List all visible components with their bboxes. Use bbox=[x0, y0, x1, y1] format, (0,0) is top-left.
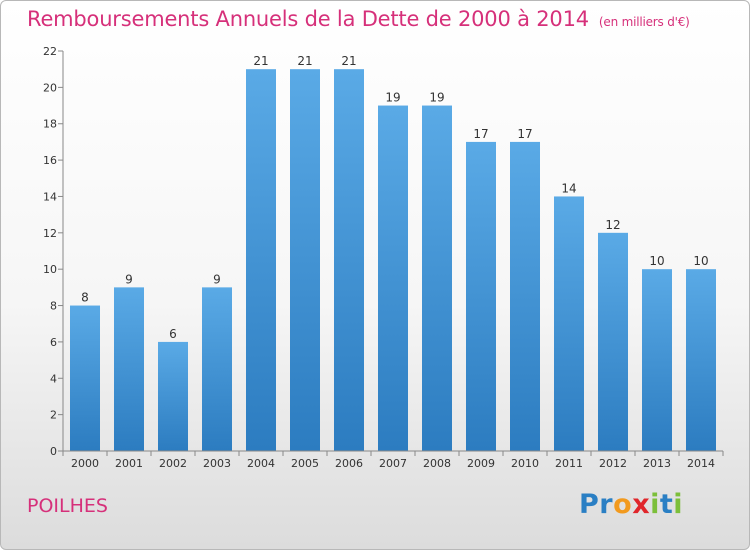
bar-value-label: 17 bbox=[517, 127, 532, 141]
x-tick-label: 2005 bbox=[291, 457, 319, 470]
bar-2014 bbox=[686, 269, 716, 451]
logo-letter: t bbox=[659, 489, 674, 520]
bar-2004 bbox=[246, 69, 276, 451]
x-tick-label: 2012 bbox=[599, 457, 627, 470]
x-tick-label: 2003 bbox=[203, 457, 231, 470]
bar-value-label: 21 bbox=[253, 54, 268, 68]
x-tick-label: 2007 bbox=[379, 457, 407, 470]
bar-2002 bbox=[158, 341, 188, 451]
bar-2008 bbox=[422, 105, 452, 451]
logo-letter: x bbox=[632, 489, 651, 520]
y-tick-label: 4 bbox=[50, 372, 57, 385]
bar-value-label: 10 bbox=[649, 254, 664, 268]
bar-value-label: 14 bbox=[561, 181, 576, 195]
x-tick-label: 2010 bbox=[511, 457, 539, 470]
bar-value-label: 6 bbox=[169, 327, 177, 341]
chart-title: Remboursements Annuels de la Dette de 20… bbox=[27, 7, 690, 31]
bar-2000 bbox=[70, 305, 100, 451]
bar-2010 bbox=[510, 141, 540, 451]
bar-value-label: 17 bbox=[473, 127, 488, 141]
bar-2013 bbox=[642, 269, 672, 451]
x-axis: 2000 2001 2002 2003 2004 2005 2006 2007 2008 2009… bbox=[62, 450, 724, 470]
bar-2007 bbox=[378, 105, 408, 451]
bar-2001 bbox=[114, 287, 144, 451]
y-tick-label: 6 bbox=[50, 336, 57, 349]
proxiti-logo: Proxiti bbox=[579, 489, 683, 520]
y-tick-label: 14 bbox=[43, 190, 57, 203]
bar-2011 bbox=[554, 196, 584, 451]
logo-letter: i bbox=[650, 489, 660, 520]
x-tick-label: 2006 bbox=[335, 457, 363, 470]
chart-unit-note: (en milliers d'€) bbox=[598, 15, 690, 29]
y-tick-label: 20 bbox=[43, 81, 57, 94]
x-tick-label: 2014 bbox=[687, 457, 715, 470]
logo-letter: o bbox=[613, 489, 633, 520]
y-tick-label: 16 bbox=[43, 154, 57, 167]
y-tick-label: 2 bbox=[50, 409, 57, 422]
bar-2005 bbox=[290, 69, 320, 451]
x-tick-label: 2000 bbox=[71, 457, 99, 470]
bar-2012 bbox=[598, 232, 628, 451]
bar-value-label: 12 bbox=[605, 218, 620, 232]
bar-value-label: 10 bbox=[693, 254, 708, 268]
bar-value-label: 19 bbox=[429, 91, 444, 105]
y-tick-label: 12 bbox=[43, 227, 57, 240]
x-tick-label: 2004 bbox=[247, 457, 275, 470]
x-tick-label: 2008 bbox=[423, 457, 451, 470]
y-tick-label: 10 bbox=[43, 263, 57, 276]
logo-letter: i bbox=[673, 489, 684, 520]
bars: 8 9 6 9 21 21 21 19 19 17 17 14 12 10 10 bbox=[70, 54, 716, 451]
bar-2006 bbox=[334, 69, 364, 451]
bar-2009 bbox=[466, 141, 496, 451]
x-tick-label: 2001 bbox=[115, 457, 143, 470]
bar-value-label: 21 bbox=[341, 54, 356, 68]
bar-value-label: 19 bbox=[385, 91, 400, 105]
bar-value-label: 8 bbox=[81, 291, 89, 305]
commune-name: POILHES bbox=[27, 495, 108, 517]
bar-2003 bbox=[202, 287, 232, 451]
x-tick-label: 2002 bbox=[159, 457, 187, 470]
y-tick-label: 18 bbox=[43, 118, 57, 131]
y-axis: 0 2 4 6 8 10 12 14 16 18 20 22 bbox=[43, 45, 64, 458]
x-tick-label: 2013 bbox=[643, 457, 671, 470]
logo-letter: r bbox=[599, 489, 614, 520]
x-tick-label: 2009 bbox=[467, 457, 495, 470]
bar-value-label: 21 bbox=[297, 54, 312, 68]
y-tick-label: 0 bbox=[50, 445, 57, 458]
x-tick-label: 2011 bbox=[555, 457, 583, 470]
chart-title-text: Remboursements Annuels de la Dette de 20… bbox=[27, 7, 589, 31]
bar-value-label: 9 bbox=[125, 272, 133, 286]
bar-value-label: 9 bbox=[213, 272, 221, 286]
y-tick-label: 8 bbox=[50, 300, 57, 313]
logo-letter: P bbox=[579, 489, 600, 520]
y-tick-label: 22 bbox=[43, 45, 57, 58]
